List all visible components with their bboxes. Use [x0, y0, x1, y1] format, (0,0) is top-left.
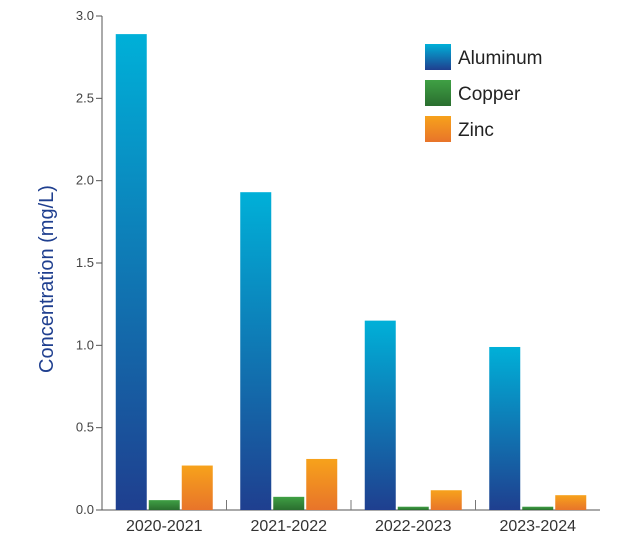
legend-swatch-copper: [425, 80, 451, 106]
bar-aluminum-2023-2024: [489, 346, 521, 510]
y-axis-ticks: 0.0 0.5 1.0 1.5 2.0 2.5 3.0: [76, 8, 102, 517]
legend-label-aluminum: Aluminum: [458, 48, 542, 69]
x-category-label: 2020-2021: [126, 518, 203, 535]
y-tick-label: 1.0: [76, 337, 94, 352]
bar-aluminum-2020-2021: [115, 34, 147, 510]
bar-zinc-2022-2023: [430, 490, 462, 510]
bar-copper-2023-2024: [522, 506, 554, 510]
bar-zinc-2023-2024: [555, 495, 587, 510]
bar-copper-2020-2021: [148, 500, 180, 510]
y-tick-label: 2.5: [76, 90, 94, 105]
x-category-label: 2023-2024: [499, 518, 576, 535]
bar-copper-2021-2022: [273, 496, 305, 510]
x-category-label: 2022-2023: [375, 518, 452, 535]
bars-group: [115, 34, 587, 510]
y-tick-label: 1.5: [76, 255, 94, 270]
bar-zinc-2020-2021: [181, 465, 213, 510]
x-category-label: 2021-2022: [250, 518, 327, 535]
y-tick-label: 2.0: [76, 173, 94, 188]
bar-copper-2022-2023: [397, 506, 429, 510]
legend-label-zinc: Zinc: [458, 120, 494, 141]
y-tick-label: 0.5: [76, 420, 94, 435]
legend-swatch-zinc: [425, 116, 451, 142]
bar-zinc-2021-2022: [306, 458, 338, 510]
y-tick-label: 3.0: [76, 8, 94, 23]
legend-label-copper: Copper: [458, 84, 521, 105]
x-axis-ticks: 2020-2021 2021-2022 2022-2023 2023-2024: [126, 500, 576, 535]
legend-swatch-aluminum: [425, 44, 451, 70]
y-axis-title: Concentration (mg/L): [36, 185, 58, 373]
y-tick-label: 0.0: [76, 502, 94, 517]
bar-aluminum-2021-2022: [240, 192, 272, 510]
bar-aluminum-2022-2023: [364, 320, 396, 510]
legend: Aluminum Copper Zinc: [425, 44, 542, 142]
